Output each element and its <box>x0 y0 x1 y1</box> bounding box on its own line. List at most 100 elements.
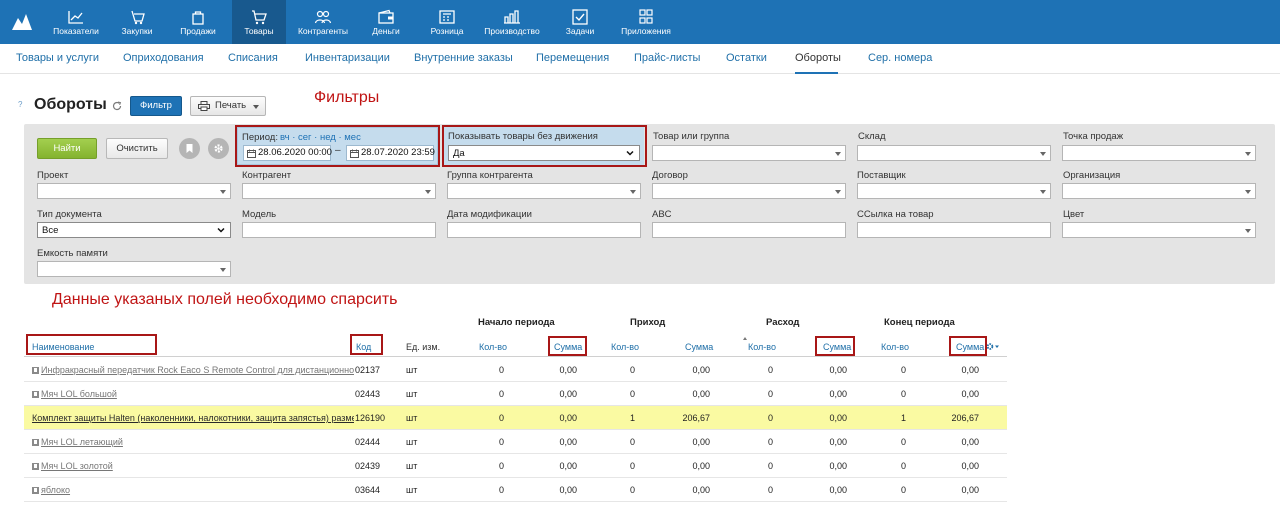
product-group-select[interactable] <box>652 145 846 161</box>
warehouse-select[interactable] <box>857 145 1051 161</box>
subnav-item-serial-numbers[interactable]: Сер. номера <box>868 52 933 64</box>
logo-icon[interactable] <box>10 10 34 32</box>
product-link-input[interactable] <box>857 222 1051 238</box>
column-header-out-qty[interactable]: Кол-во <box>748 342 776 352</box>
doc-type-select[interactable]: Все <box>37 222 231 238</box>
table-row[interactable]: яблоко 03644 шт 0 0,00 0 0,00 0 0,00 0 0… <box>24 478 1007 502</box>
settings-button[interactable] <box>208 138 229 159</box>
row-in-sum: 0,00 <box>692 461 710 471</box>
table-header-divider <box>24 356 1007 357</box>
nav-item-retail[interactable]: Розница <box>424 0 470 44</box>
subnav-item-turnover[interactable]: Обороты <box>795 52 841 64</box>
annotation-frame-period <box>235 125 440 167</box>
column-header-in-sum[interactable]: Сумма <box>685 342 714 352</box>
find-button[interactable]: Найти <box>37 138 97 159</box>
bookmark-button[interactable] <box>179 138 200 159</box>
annotation-frame-end-sum <box>949 336 987 356</box>
column-header-code[interactable]: Код <box>356 342 372 352</box>
modified-date-input[interactable] <box>447 222 641 238</box>
row-out-qty: 0 <box>767 485 773 495</box>
nav-item-production[interactable]: Производство <box>480 0 544 44</box>
row-unit: шт <box>406 389 418 399</box>
table-row-highlighted[interactable]: Комплект защиты Halten (наколенники, нал… <box>24 406 1007 430</box>
chevron-down-icon <box>253 105 259 109</box>
column-header-end-qty[interactable]: Кол-во <box>881 342 909 352</box>
row-end-sum: 0,00 <box>961 485 979 495</box>
column-header-unit[interactable]: Ед. изм. <box>406 342 441 352</box>
nav-item-tasks[interactable]: Задачи <box>558 0 602 44</box>
chevron-down-icon <box>425 190 431 194</box>
printer-icon <box>198 101 210 111</box>
supplier-select[interactable] <box>857 183 1051 199</box>
row-out-qty: 0 <box>767 389 773 399</box>
nav-item-products[interactable]: Товары <box>232 0 286 44</box>
nav-label: Розница <box>430 26 464 36</box>
counterparty-group-select[interactable] <box>447 183 641 199</box>
row-name-link[interactable]: Инфракрасный передатчик Rock Eaco S Remo… <box>32 365 354 375</box>
row-name-link[interactable]: Мяч LOL золотой <box>32 461 354 471</box>
row-out-sum: 0,00 <box>829 413 847 423</box>
row-name-link[interactable]: яблоко <box>32 485 354 495</box>
row-in-qty: 0 <box>629 461 635 471</box>
table-row[interactable]: Мяч LOL летающий 02444 шт 0 0,00 0 0,00 … <box>24 430 1007 454</box>
organization-select[interactable] <box>1062 183 1256 199</box>
chevron-down-icon <box>835 190 841 194</box>
clear-button[interactable]: Очистить <box>106 138 168 159</box>
project-select[interactable] <box>37 183 231 199</box>
abc-input[interactable] <box>652 222 846 238</box>
help-icon[interactable]: ? <box>18 100 23 109</box>
table-row[interactable]: Мяч LOL большой 02443 шт 0 0,00 0 0,00 0… <box>24 382 1007 406</box>
column-header-start-qty[interactable]: Кол-во <box>479 342 507 352</box>
row-name-link[interactable]: Комплект защиты Halten (наколенники, нал… <box>32 413 354 423</box>
nav-label: Закупки <box>121 26 153 36</box>
row-out-qty: 0 <box>767 437 773 447</box>
column-header-out-sum[interactable]: Сумма <box>823 342 852 352</box>
model-input[interactable] <box>242 222 436 238</box>
subnav-item-writeoffs[interactable]: Списания <box>228 52 278 64</box>
column-header-in-qty[interactable]: Кол-во <box>611 342 639 352</box>
point-of-sale-label: Точка продаж <box>1063 131 1124 142</box>
print-button-label: Печать <box>215 100 247 111</box>
basket-icon <box>131 10 145 25</box>
subnav-item-internal-orders[interactable]: Внутренние заказы <box>414 52 513 64</box>
print-button[interactable]: Печать <box>190 96 266 116</box>
subnav-item-products-services[interactable]: Товары и услуги <box>16 52 100 64</box>
supplier-label: Поставщик <box>857 170 906 181</box>
row-name-link[interactable]: Мяч LOL летающий <box>32 437 354 447</box>
product-type-icon <box>32 367 39 374</box>
subnav-item-price-lists[interactable]: Прайс-листы <box>634 52 701 64</box>
refresh-icon[interactable] <box>112 101 122 111</box>
nav-item-counterparties[interactable]: Контрагенты <box>292 0 354 44</box>
table-row[interactable]: Мяч LOL золотой 02439 шт 0 0,00 0 0,00 0… <box>24 454 1007 478</box>
column-header-name[interactable]: Наименование <box>32 342 95 352</box>
subnav-item-transfers[interactable]: Перемещения <box>536 52 610 64</box>
filter-button[interactable]: Фильтр <box>130 96 182 116</box>
subnav-item-inventories[interactable]: Инвентаризации <box>305 52 390 64</box>
sub-navigation: Товары и услуги Оприходования Списания И… <box>0 44 1280 74</box>
nav-item-sales[interactable]: Продажи <box>172 0 224 44</box>
row-start-sum: 0,00 <box>559 461 577 471</box>
counterparty-group-label: Группа контрагента <box>447 170 533 181</box>
nav-item-money[interactable]: Деньги <box>364 0 408 44</box>
nav-label: Деньги <box>372 26 400 36</box>
no-activity-select[interactable]: Да <box>448 145 640 161</box>
period-from-input[interactable]: 28.06.2020 00:00 <box>243 145 332 161</box>
contract-select[interactable] <box>652 183 846 199</box>
period-to-input[interactable]: 28.07.2020 23:59 <box>346 145 435 161</box>
column-header-start-sum[interactable]: Сумма <box>554 342 583 352</box>
nav-item-purchases[interactable]: Закупки <box>112 0 162 44</box>
subnav-item-receipts[interactable]: Оприходования <box>123 52 204 64</box>
subnav-item-stock[interactable]: Остатки <box>726 52 767 64</box>
table-row[interactable]: Инфракрасный передатчик Rock Eaco S Remo… <box>24 358 1007 382</box>
point-of-sale-select[interactable] <box>1062 145 1256 161</box>
counterparty-select[interactable] <box>242 183 436 199</box>
nav-item-indicators[interactable]: Показатели <box>44 0 108 44</box>
column-header-end-sum[interactable]: Сумма <box>956 342 985 352</box>
row-name-link[interactable]: Мяч LOL большой <box>32 389 354 399</box>
nav-label: Приложения <box>621 26 671 36</box>
nav-item-apps[interactable]: Приложения <box>616 0 676 44</box>
period-quick-links[interactable]: вч · сег · нед · мес <box>280 132 361 143</box>
color-select[interactable] <box>1062 222 1256 238</box>
memory-select[interactable] <box>37 261 231 277</box>
column-settings-icon[interactable] <box>986 342 1000 351</box>
